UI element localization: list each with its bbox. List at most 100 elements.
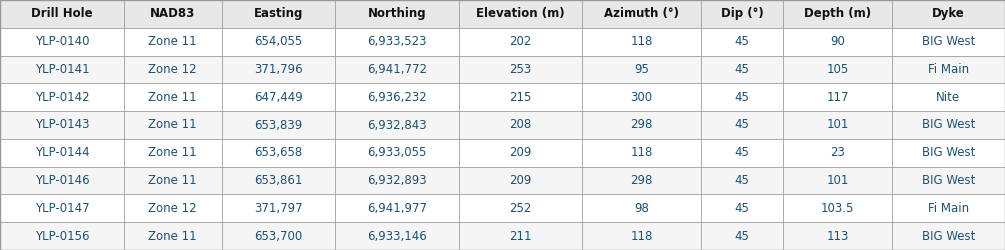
Bar [124,222,222,250]
Text: 45: 45 [735,63,750,76]
Bar [222,28,335,56]
Text: 101: 101 [826,174,848,187]
Text: Zone 12: Zone 12 [149,63,197,76]
Bar [582,83,700,111]
Text: Fi Main: Fi Main [928,63,969,76]
Bar [700,222,783,250]
Bar [458,167,582,194]
Text: 371,796: 371,796 [254,63,303,76]
Bar [700,28,783,56]
Text: YLP-0146: YLP-0146 [34,174,89,187]
Bar [458,56,582,83]
Text: 653,700: 653,700 [254,230,303,242]
Text: BIG West: BIG West [922,230,975,242]
Bar [335,111,458,139]
Bar [700,139,783,167]
Bar [124,194,222,222]
Text: Fi Main: Fi Main [928,202,969,215]
Bar [222,167,335,194]
Bar [891,111,1005,139]
Bar [458,111,582,139]
Text: Dyke: Dyke [932,8,965,20]
Bar [582,139,700,167]
Bar [582,111,700,139]
Bar [335,28,458,56]
Text: 118: 118 [630,230,653,242]
Bar [124,56,222,83]
Text: 298: 298 [630,118,653,132]
Text: 45: 45 [735,146,750,159]
Bar [222,0,335,28]
Bar [124,111,222,139]
Text: YLP-0147: YLP-0147 [34,202,89,215]
Bar [458,83,582,111]
Text: 298: 298 [630,174,653,187]
Text: 45: 45 [735,91,750,104]
Text: 6,941,772: 6,941,772 [367,63,427,76]
Bar [0,83,124,111]
Text: Elevation (m): Elevation (m) [476,8,565,20]
Bar [891,83,1005,111]
Text: BIG West: BIG West [922,174,975,187]
Text: Drill Hole: Drill Hole [31,8,92,20]
Bar [582,222,700,250]
Text: 6,932,843: 6,932,843 [367,118,427,132]
Text: Zone 11: Zone 11 [149,230,197,242]
Text: 208: 208 [510,118,532,132]
Text: BIG West: BIG West [922,35,975,48]
Text: 95: 95 [634,63,649,76]
Bar [335,194,458,222]
Text: 23: 23 [830,146,845,159]
Text: YLP-0144: YLP-0144 [34,146,89,159]
Text: 98: 98 [634,202,649,215]
Bar [891,194,1005,222]
Bar [700,83,783,111]
Bar [783,28,891,56]
Text: Azimuth (°): Azimuth (°) [604,8,679,20]
Text: 45: 45 [735,118,750,132]
Bar [783,194,891,222]
Text: 6,932,893: 6,932,893 [367,174,427,187]
Text: 653,861: 653,861 [254,174,303,187]
Bar [0,167,124,194]
Text: Zone 12: Zone 12 [149,202,197,215]
Text: NAD83: NAD83 [150,8,195,20]
Text: 6,933,146: 6,933,146 [367,230,427,242]
Bar [458,194,582,222]
Text: 300: 300 [630,91,652,104]
Text: 90: 90 [830,35,845,48]
Bar [582,167,700,194]
Text: 654,055: 654,055 [254,35,303,48]
Text: Zone 11: Zone 11 [149,118,197,132]
Bar [783,222,891,250]
Text: 209: 209 [510,146,532,159]
Text: Nite: Nite [937,91,961,104]
Text: YLP-0141: YLP-0141 [34,63,89,76]
Text: BIG West: BIG West [922,118,975,132]
Text: Zone 11: Zone 11 [149,174,197,187]
Bar [222,222,335,250]
Bar [458,0,582,28]
Bar [891,0,1005,28]
Bar [891,28,1005,56]
Bar [0,222,124,250]
Bar [458,139,582,167]
Bar [124,0,222,28]
Text: 105: 105 [826,63,848,76]
Text: YLP-0142: YLP-0142 [34,91,89,104]
Text: 113: 113 [826,230,848,242]
Bar [222,111,335,139]
Bar [458,28,582,56]
Bar [222,139,335,167]
Bar [891,139,1005,167]
Text: 101: 101 [826,118,848,132]
Text: Zone 11: Zone 11 [149,35,197,48]
Text: 103.5: 103.5 [821,202,854,215]
Bar [700,167,783,194]
Bar [222,83,335,111]
Text: BIG West: BIG West [922,146,975,159]
Bar [124,167,222,194]
Bar [0,194,124,222]
Text: Northing: Northing [368,8,426,20]
Bar [783,83,891,111]
